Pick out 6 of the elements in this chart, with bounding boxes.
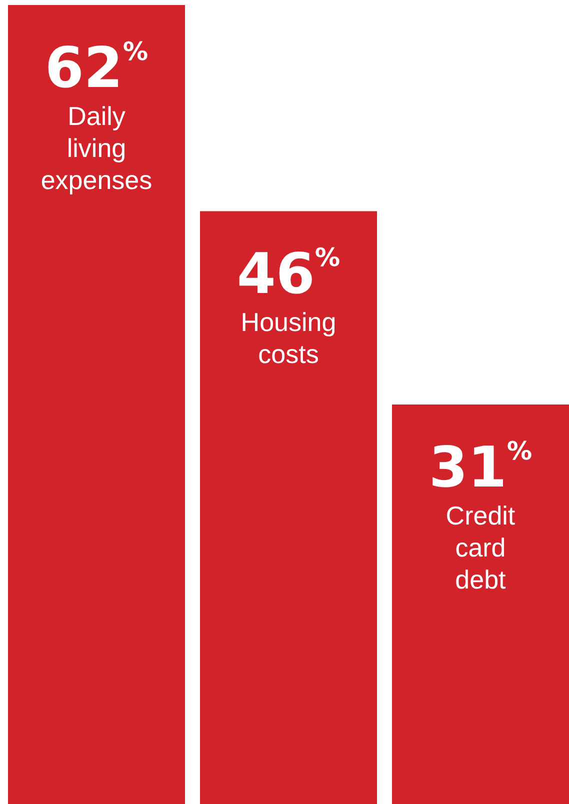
x-tick-label: Credit card debt bbox=[446, 500, 516, 594]
data-label: 62$^{%}$ bbox=[44, 36, 148, 101]
x-tick-label: Daily living expenses bbox=[40, 101, 152, 195]
x-tick-label: Housing costs bbox=[240, 307, 336, 370]
data-label: 46$^{%}$ bbox=[236, 242, 340, 308]
data-label: 31$^{%}$ bbox=[428, 436, 532, 500]
